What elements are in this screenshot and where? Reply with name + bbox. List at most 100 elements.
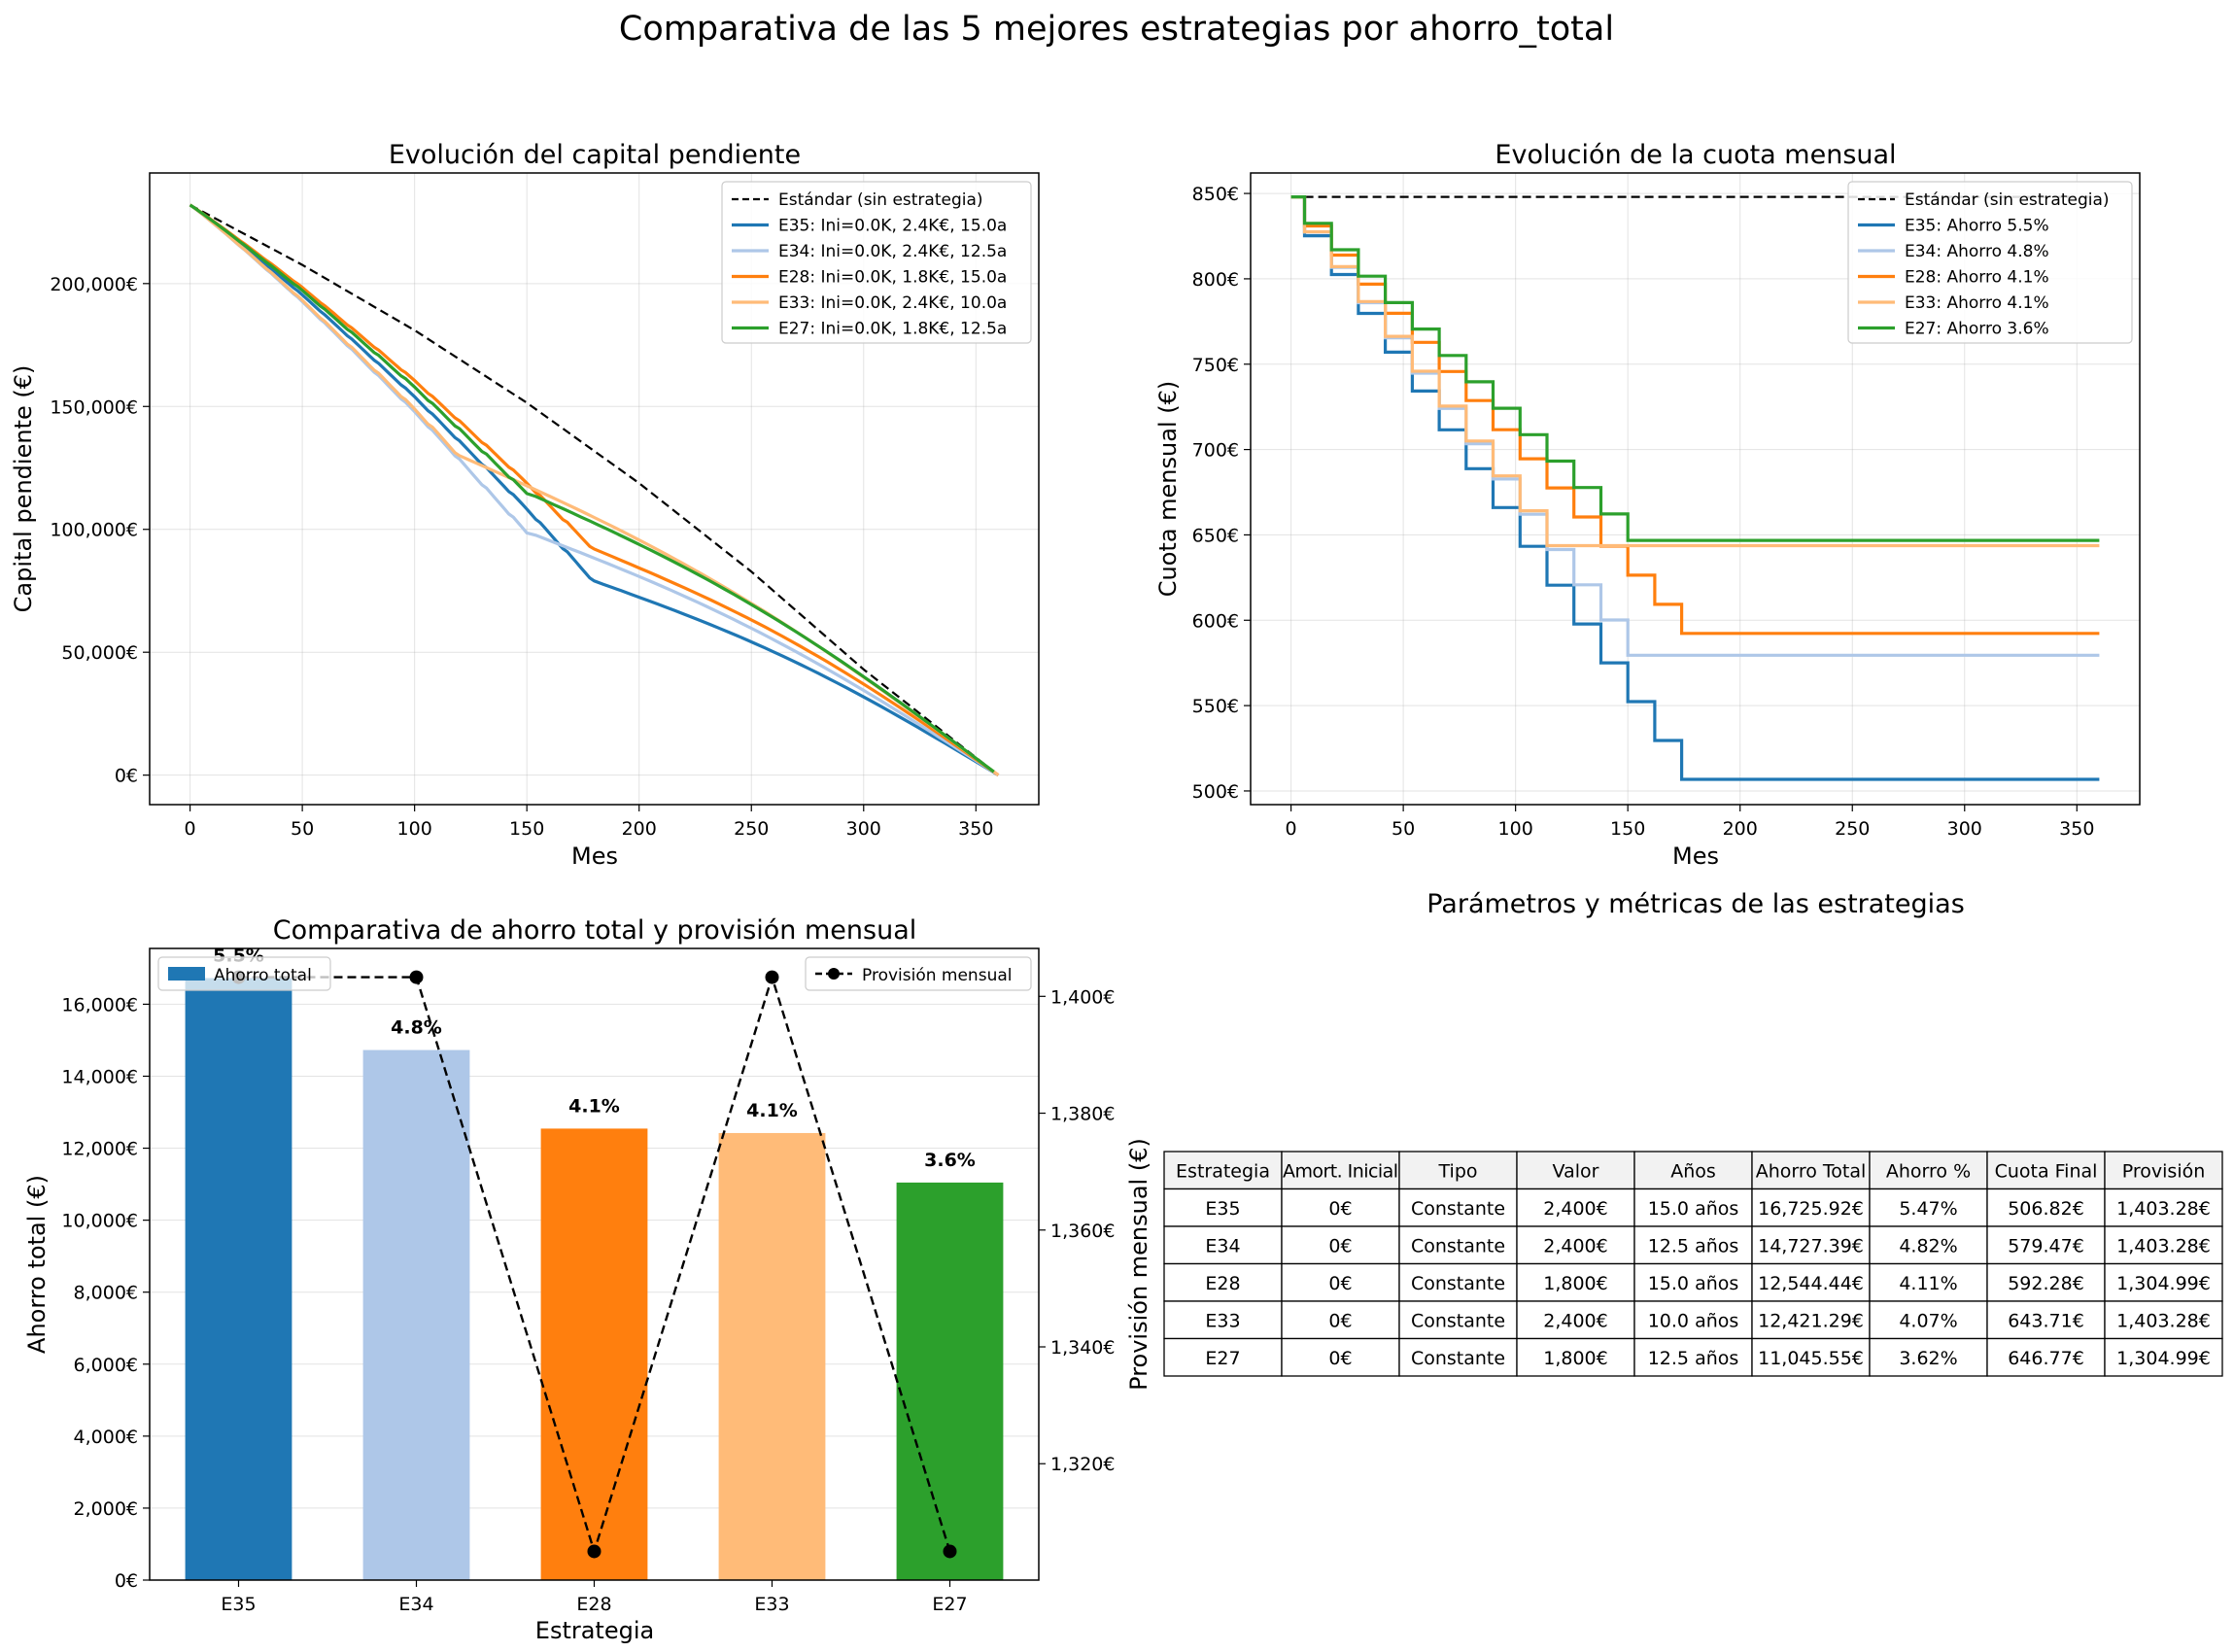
table-cell: 12,544.44€: [1758, 1273, 1864, 1294]
capital-series-standard: [189, 203, 1000, 776]
ahorro-chart-xlabel: Estrategia: [535, 1617, 654, 1644]
table-cell: E28: [1205, 1273, 1240, 1294]
ahorro-bar-E28: [540, 1128, 648, 1580]
cuota-legend-label-E34: E34: Ahorro 4.8%: [1905, 242, 2049, 261]
ahorro-chart-bars: 5.5%4.8%4.1% 4.1%3.6%: [185, 946, 1004, 1580]
table-cell: 0€: [1328, 1273, 1352, 1294]
cuota-chart-legend: Estándar (sin estrategia) E35: Ahorro 5.5…: [1847, 181, 2133, 344]
capital-xtick-label: 300: [846, 818, 881, 840]
cuota-xtick-label: 100: [1498, 818, 1533, 840]
provision-ytick-label: 1,340€: [1050, 1337, 1115, 1359]
capital-legend-label-E35: E35: Ini=0.0K, 2.4K€, 15.0a: [778, 217, 1007, 236]
provision-ytick-label: 1,400€: [1050, 986, 1115, 1008]
capital-chart: Evolución del capital pendiente 0 50 100 15…: [10, 140, 1040, 870]
table-cell: 1,304.99€: [2116, 1348, 2211, 1369]
table-cell-box: [1163, 1300, 1283, 1340]
table-cell: 10.0 años: [1648, 1310, 1739, 1331]
ahorro-xtick-label-E35: E35: [221, 1594, 256, 1615]
ahorro-xtick-label-E34: E34: [398, 1594, 433, 1615]
ahorro-ytick-label: 6,000€: [74, 1355, 138, 1376]
cuota-chart-xlabel: Mes: [1672, 843, 1719, 870]
capital-ytick-label: 150,000€: [50, 396, 138, 418]
ahorro-bar-E33: [718, 1132, 826, 1580]
capital-xtick-label: 100: [397, 818, 432, 840]
table-cell-box: [1986, 1337, 2106, 1377]
table-cell-box: [1751, 1187, 1871, 1227]
table-cell-box: [1516, 1262, 1635, 1302]
table-cell-box: [1986, 1300, 2106, 1340]
capital-chart-xlabel: Mes: [571, 843, 618, 870]
table-cell: 4.82%: [1899, 1235, 1957, 1256]
ahorro-bar-label-E27: 3.6%: [924, 1150, 976, 1171]
table-cell-box: [1516, 1337, 1635, 1377]
capital-series-E35: [189, 203, 1000, 776]
table-header-cell: Ahorro Total: [1756, 1160, 1867, 1182]
table-header-cell: Cuota Final: [1995, 1160, 2098, 1182]
ahorro-xtick-label-E33: E33: [754, 1594, 789, 1615]
capital-ytick-label: 0€: [115, 766, 138, 787]
table-header-cell: Ahorro %: [1886, 1160, 1971, 1182]
table-cell: 2,400€: [1543, 1235, 1607, 1256]
capital-ytick-label: 200,000€: [50, 274, 138, 295]
cuota-ytick-label: 600€: [1192, 610, 1239, 632]
table-cell-box: [1633, 1151, 1753, 1190]
cuota-ytick-label: 700€: [1192, 440, 1239, 462]
table-cell: 15.0 años: [1648, 1273, 1739, 1294]
capital-legend-label-E34: E34: Ini=0.0K, 2.4K€, 12.5a: [778, 242, 1007, 261]
capital-series-E27: [189, 203, 995, 774]
cuota-chart-series: [1290, 195, 2100, 781]
table-cell: 14,727.39€: [1758, 1235, 1864, 1256]
capital-legend-box: [721, 181, 1032, 344]
table-header-cell: Valor: [1553, 1160, 1599, 1182]
cuota-chart-ylabel: Cuota mensual (€): [1154, 381, 1182, 597]
metrics-table-title: Parámetros y métricas de las estrategias: [1426, 889, 1965, 919]
table-cell-box: [1398, 1225, 1518, 1265]
capital-chart-title: Evolución del capital pendiente: [389, 140, 801, 170]
table-cell: 0€: [1328, 1235, 1352, 1256]
ahorro-ytick-label: 0€: [115, 1570, 138, 1592]
table-cell-box: [1869, 1337, 1988, 1377]
table-cell: 1,403.28€: [2116, 1198, 2211, 1220]
capital-chart-frame: [149, 172, 1040, 806]
table-cell-box: [2104, 1225, 2223, 1265]
table-cell-box: [1751, 1300, 1871, 1340]
cuota-legend-label-E28: E28: Ahorro 4.1%: [1905, 268, 2049, 288]
table-cell-box: [1398, 1187, 1518, 1227]
ahorro-ytick-label: 12,000€: [61, 1139, 138, 1160]
capital-series-E28: [189, 203, 1000, 776]
table-cell-box: [1751, 1262, 1871, 1302]
provision-point-E33: [765, 970, 779, 984]
ahorro-ytick-label: 10,000€: [61, 1211, 138, 1232]
table-cell: 1,403.28€: [2116, 1310, 2211, 1331]
capital-legend-label-E33: E33: Ini=0.0K, 2.4K€, 10.0a: [778, 293, 1007, 313]
ahorro-bar-E34: [362, 1050, 470, 1580]
bar-legend-box: [157, 956, 331, 991]
line-legend-marker: [828, 968, 840, 980]
table-cell: 592.28€: [2008, 1273, 2084, 1294]
provision-ytick-label: 1,380€: [1050, 1104, 1115, 1125]
table-header-cell: Amort. Inicial: [1283, 1160, 1398, 1182]
cuota-xtick-label: 200: [1723, 818, 1758, 840]
table-cell: 4.11%: [1899, 1273, 1957, 1294]
capital-ytick-label: 50,000€: [61, 642, 138, 664]
table-cell-box: [1633, 1262, 1753, 1302]
table-cell: Constante: [1411, 1235, 1505, 1256]
table-cell: E33: [1205, 1310, 1240, 1331]
line-legend-label: Provisión mensual: [862, 966, 1012, 985]
provision-ytick-label: 1,320€: [1050, 1454, 1115, 1475]
table-cell-box: [1869, 1300, 1988, 1340]
capital-legend-label-E27: E27: Ini=0.0K, 1.8K€, 12.5a: [778, 320, 1007, 339]
capital-chart-legend: Estándar (sin estrategia) E35: Ini=0.0K, …: [721, 181, 1032, 344]
ahorro-bar-label-E28: 4.1%: [568, 1095, 620, 1117]
capital-xtick-label: 50: [291, 818, 314, 840]
table-cell: Constante: [1411, 1310, 1505, 1331]
table-cell: 12.5 años: [1648, 1348, 1739, 1369]
table-cell-box: [1281, 1262, 1400, 1302]
cuota-legend-label-E27: E27: Ahorro 3.6%: [1905, 320, 2049, 339]
table-header-cell: Provisión: [2122, 1160, 2206, 1182]
table-cell-box: [1163, 1151, 1283, 1190]
capital-chart-series: [189, 203, 1000, 776]
cuota-ytick-label: 750€: [1192, 355, 1239, 376]
capital-xtick-label: 0: [185, 818, 196, 840]
table-cell: E27: [1205, 1348, 1240, 1369]
